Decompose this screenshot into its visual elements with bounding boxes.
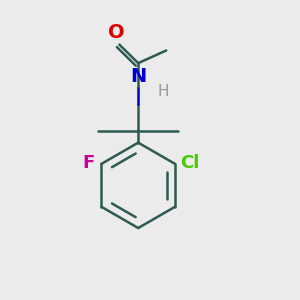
Text: F: F: [82, 154, 95, 172]
Text: Cl: Cl: [181, 154, 200, 172]
Text: H: H: [158, 84, 169, 99]
Text: O: O: [107, 23, 124, 42]
Text: N: N: [130, 67, 146, 86]
